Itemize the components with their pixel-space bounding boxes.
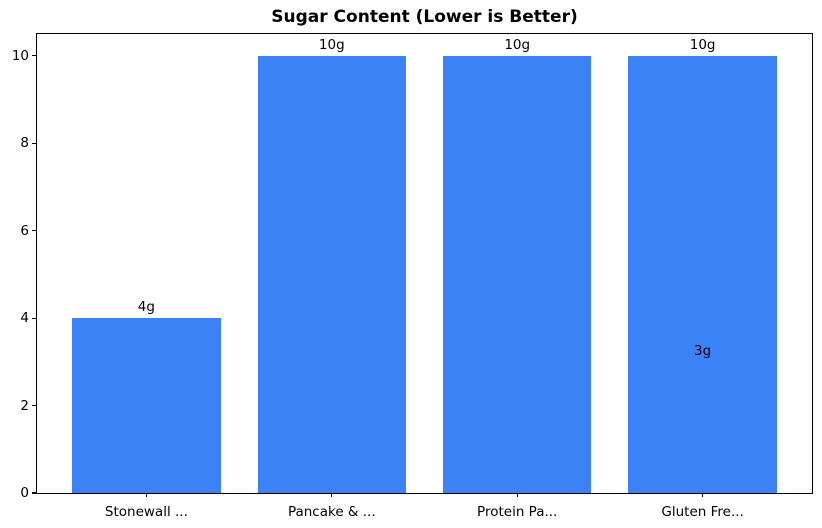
x-tick-label: Stonewall ... bbox=[104, 504, 188, 520]
x-tick-mark bbox=[516, 493, 518, 497]
y-tick-label: 8 bbox=[20, 135, 29, 152]
y-tick-label: 10 bbox=[11, 47, 29, 64]
plot-area: 0 2 4 6 8 10 4g Stonewall ... 10g Pancake & ... 10… bbox=[12, 33, 813, 520]
y-tick-label: 4 bbox=[20, 310, 29, 327]
bar bbox=[628, 55, 777, 493]
bar-value-label: 10g bbox=[504, 36, 531, 53]
annotation-label: 3g bbox=[694, 342, 712, 359]
y-tick-label: 6 bbox=[20, 222, 29, 239]
chart-title: Sugar Content (Lower is Better) bbox=[271, 7, 578, 27]
bar bbox=[257, 55, 406, 493]
y-tick-label: 2 bbox=[20, 397, 29, 414]
x-tick-label: Gluten Fre... bbox=[661, 504, 744, 520]
x-tick-mark bbox=[702, 493, 704, 497]
y-tick-mark bbox=[32, 142, 36, 144]
bar bbox=[72, 318, 221, 493]
x-tick-mark bbox=[331, 493, 333, 497]
y-tick-mark bbox=[32, 230, 36, 232]
y-tick-mark bbox=[32, 317, 36, 319]
bar bbox=[443, 55, 592, 493]
x-tick-label: Pancake & ... bbox=[287, 504, 376, 520]
bar-value-label: 4g bbox=[137, 299, 155, 316]
y-tick-mark bbox=[32, 404, 36, 407]
bar-value-label: 10g bbox=[689, 36, 716, 53]
y-tick-mark bbox=[32, 55, 36, 57]
y-tick-mark bbox=[32, 492, 36, 494]
y-tick-label: 0 bbox=[20, 485, 29, 501]
x-tick-label: Protein Pa... bbox=[477, 504, 558, 520]
bar-value-label: 10g bbox=[318, 36, 345, 53]
x-tick-mark bbox=[145, 493, 147, 497]
